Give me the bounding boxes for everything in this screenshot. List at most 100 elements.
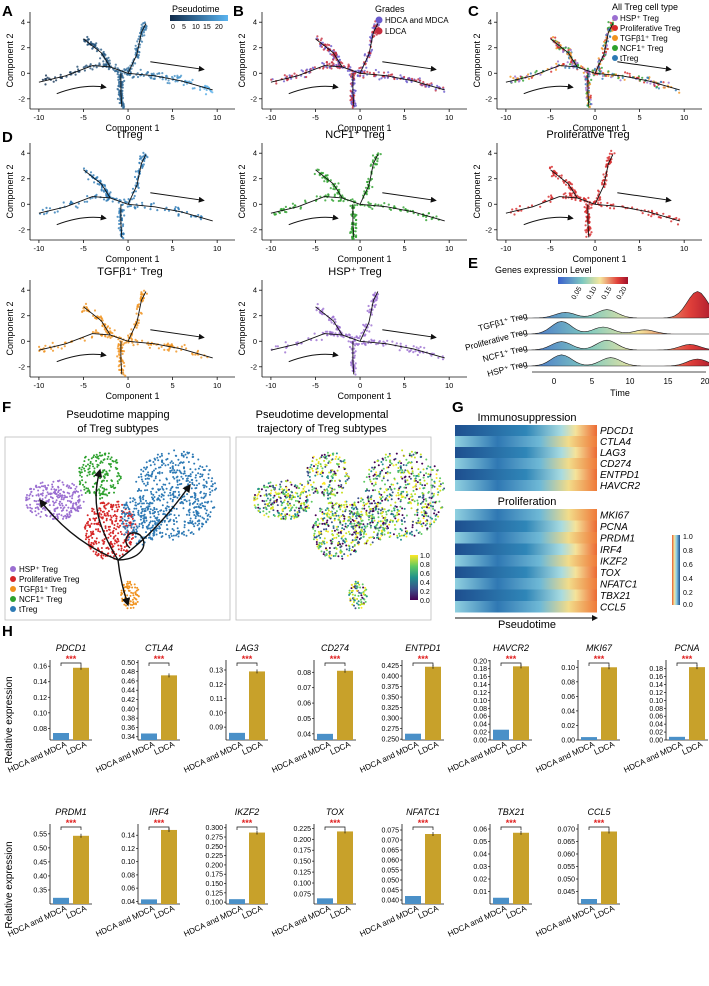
umap-cell <box>115 515 117 517</box>
umap-cell <box>313 492 315 494</box>
x-tick-label: 5 <box>171 113 175 122</box>
legend-dot <box>612 35 618 41</box>
umap-cell <box>160 524 162 526</box>
umap-cell <box>61 503 63 505</box>
umap-cell <box>187 483 189 485</box>
umap-cell <box>179 483 181 485</box>
umap-cell <box>334 489 336 491</box>
umap-cell <box>161 472 163 474</box>
umap-cell <box>345 480 347 482</box>
ridge-density <box>516 340 709 350</box>
umap-cell <box>332 458 334 460</box>
umap-cell <box>40 493 42 495</box>
x-tick-label: -10 <box>33 381 44 390</box>
umap-cell <box>42 495 44 497</box>
umap-cell <box>108 502 110 504</box>
umap-cell <box>287 493 289 495</box>
cell-point <box>355 227 357 229</box>
umap-cell <box>78 471 80 473</box>
umap-cell <box>109 464 111 466</box>
umap-cell <box>310 484 312 486</box>
umap-cell <box>327 452 329 454</box>
umap-cell <box>125 503 127 505</box>
cell-point <box>571 64 573 66</box>
umap-cell <box>194 497 196 499</box>
umap-cell <box>80 490 82 492</box>
umap-cell <box>35 486 37 488</box>
umap-cell <box>145 485 147 487</box>
umap-cell <box>153 535 155 537</box>
cell-point <box>185 347 187 349</box>
umap-cell <box>135 593 137 595</box>
cell-point <box>539 206 541 208</box>
cell-point <box>370 165 372 167</box>
umap-cell <box>200 473 202 475</box>
umap-cell <box>177 484 179 486</box>
umap-cell <box>128 517 130 519</box>
umap-cell <box>275 491 277 493</box>
umap-cell <box>211 477 213 479</box>
umap-cell <box>190 518 192 520</box>
y-tick-label: -2 <box>250 94 257 103</box>
cell-point <box>43 351 45 353</box>
cell-point <box>326 334 328 336</box>
umap-cell <box>255 506 257 508</box>
umap-cell <box>66 484 68 486</box>
umap-cell <box>89 526 91 528</box>
umap-cell <box>95 513 97 515</box>
cell-point <box>270 79 272 81</box>
cell-point <box>316 195 318 197</box>
umap-cell <box>170 494 172 496</box>
umap-cell <box>95 528 97 530</box>
x-tick-label: -5 <box>547 244 554 253</box>
pseudotime-legend-tick: 15 <box>203 24 211 31</box>
umap-cell <box>35 500 37 502</box>
umap-cell <box>110 519 112 521</box>
umap-cell <box>130 584 132 586</box>
trajectory-arrow <box>57 86 106 93</box>
cell-point <box>316 309 318 311</box>
trajectory-tree <box>39 292 213 375</box>
cell-point <box>86 201 88 203</box>
umap-cell <box>142 481 144 483</box>
cell-point <box>351 95 353 97</box>
umap-cell <box>205 495 207 497</box>
umap-cell <box>110 515 112 517</box>
umap-cell <box>52 486 54 488</box>
trajectory-branch <box>271 334 360 351</box>
cell-point <box>386 340 388 342</box>
cell-point <box>305 76 307 78</box>
umap-cell <box>138 489 140 491</box>
panelB-legend-title: Grades <box>375 4 405 14</box>
cell-point <box>375 163 377 165</box>
umap-cell <box>253 497 255 499</box>
cell-point <box>371 340 373 342</box>
umap-cell <box>196 506 198 508</box>
cell-point <box>130 205 132 207</box>
cell-point <box>339 59 341 61</box>
umap-cell <box>157 511 159 513</box>
umap-cell <box>117 482 119 484</box>
umap-cell <box>164 484 166 486</box>
cell-point <box>602 180 604 182</box>
umap-cell <box>57 516 59 518</box>
cell-point <box>86 195 88 197</box>
umap-cell <box>314 475 316 477</box>
umap-cell <box>212 483 214 485</box>
cell-point <box>161 72 163 74</box>
umap-cell <box>100 493 102 495</box>
legend-dot <box>612 15 618 21</box>
cell-point <box>574 199 576 201</box>
cell-point <box>117 98 119 100</box>
umap-cell <box>257 507 259 509</box>
umap-cell <box>83 486 85 488</box>
x-tick-label: 5 <box>403 244 407 253</box>
umap-cell <box>267 498 269 500</box>
cell-point <box>165 78 167 80</box>
umap-cell <box>141 523 143 525</box>
cell-point <box>334 188 336 190</box>
trajectory-arrow <box>382 330 435 338</box>
umap-cell <box>61 494 63 496</box>
